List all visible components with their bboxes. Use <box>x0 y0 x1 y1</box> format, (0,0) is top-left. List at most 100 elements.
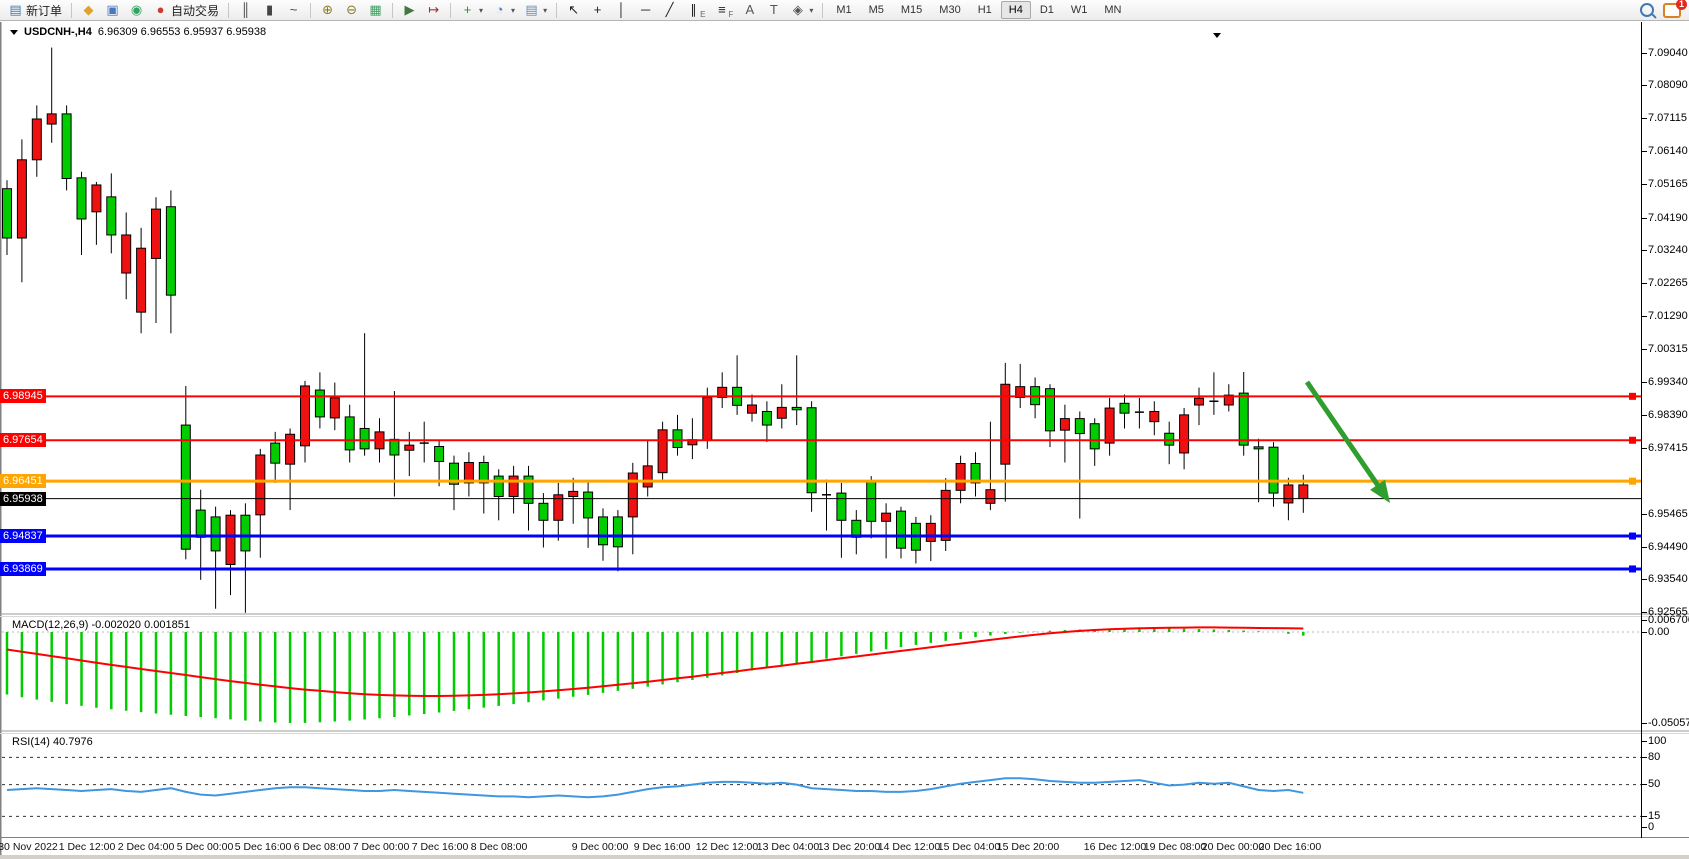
styles-button[interactable]: ◆ <box>77 1 100 19</box>
dropdown-caret-icon: ▾ <box>809 5 814 15</box>
toolbar-separator <box>392 2 394 18</box>
toolbar-separator <box>228 2 230 18</box>
shift-marker-icon[interactable] <box>1213 25 1221 43</box>
symbol-title: USDCNH-,H4 <box>24 26 92 38</box>
fibonacci-icon: ≡ <box>718 2 726 17</box>
macd-panel-title: MACD(12,26,9) -0.002020 0.001851 <box>12 619 190 632</box>
timeframe-m1[interactable]: M1 <box>836 4 852 16</box>
search-icon <box>1640 3 1654 17</box>
channel-icon: ∥ <box>690 2 697 17</box>
text-label-icon: T <box>769 2 778 17</box>
clock-icon: ◔ <box>495 2 504 17</box>
chart-shift-button[interactable]: ↦ <box>422 1 445 19</box>
horizontal-line-button[interactable]: ─ <box>634 1 657 19</box>
indicators-icon: + <box>463 2 472 17</box>
toolbar-separator <box>310 2 312 18</box>
collapse-chart-icon[interactable] <box>10 29 18 35</box>
support-line-1[interactable] <box>2 532 1641 540</box>
zoom-out-button[interactable]: ⊖ <box>340 1 363 19</box>
bar-chart-button[interactable]: ║ <box>234 1 257 19</box>
rsi-panel-title: RSI(14) 40.7976 <box>12 736 93 749</box>
bar-chart-icon: ║ <box>240 2 251 17</box>
timeframe-m30[interactable]: M30 <box>939 4 961 16</box>
periods-button[interactable]: ◔ ▾ <box>488 1 519 19</box>
dropdown-caret-icon: ▾ <box>543 5 548 15</box>
indicators-button[interactable]: + ▾ <box>456 1 487 19</box>
line-chart-button[interactable]: ~ <box>282 1 305 19</box>
new-order-button-label: 新订单 <box>26 3 63 18</box>
icon-modifier-letter: E <box>700 10 706 19</box>
sonar-icon: ◉ <box>130 2 143 17</box>
vertical-line-button[interactable]: │ <box>610 1 633 19</box>
notifications-button[interactable]: 1 <box>1659 0 1687 19</box>
templates-button[interactable]: ▤ ▾ <box>520 1 551 19</box>
fibonacci-button[interactable]: ≡ F <box>710 1 737 19</box>
dropdown-caret-icon: ▾ <box>479 5 484 15</box>
text-label-button[interactable]: T <box>762 1 785 19</box>
pivot-line[interactable] <box>2 477 1641 485</box>
horizontal-line-icon: ─ <box>640 2 651 17</box>
text-icon: A <box>745 2 755 17</box>
new-order-icon: ▤ <box>9 2 22 17</box>
toolbar-separator <box>450 2 452 18</box>
cursor-button[interactable]: ↖ <box>562 1 585 19</box>
crosshair-button[interactable]: + <box>586 1 609 19</box>
autotrade-button[interactable]: ● 自动交易 <box>149 1 223 19</box>
rsi-indicator-name: RSI(14) <box>12 736 50 748</box>
candlesticks <box>2 47 1309 613</box>
line-chart-icon: ~ <box>289 2 298 17</box>
timeframe-h1[interactable]: H1 <box>977 4 992 16</box>
profiles-button[interactable]: ▣ <box>101 1 124 19</box>
timeframe-m15[interactable]: M15 <box>900 4 923 16</box>
trendline-icon: ╱ <box>665 2 674 17</box>
timeframe-h4[interactable]: H4 <box>1000 1 1031 19</box>
zoom-in-icon: ⊕ <box>322 2 333 17</box>
resistance-line-2[interactable] <box>2 436 1641 444</box>
timeframe-d1[interactable]: D1 <box>1039 4 1054 16</box>
chat-icon: 1 <box>1663 0 1687 18</box>
signals-button[interactable]: ◉ <box>125 1 148 19</box>
timeframe-w1[interactable]: W1 <box>1070 4 1088 16</box>
text-button[interactable]: A <box>738 1 761 19</box>
resistance-line-1[interactable] <box>2 392 1641 400</box>
zoom-in-button[interactable]: ⊕ <box>316 1 339 19</box>
equidistant-channel-button[interactable]: ∥ E <box>682 1 709 19</box>
vertical-line-icon: │ <box>617 2 626 17</box>
profile-icon: ▣ <box>106 2 119 17</box>
rsi-indicator-value: 40.7976 <box>52 736 93 748</box>
auto-scroll-icon: ▶ <box>404 2 415 17</box>
toolbar-separator <box>71 2 73 18</box>
tile-windows-icon: ▦ <box>369 2 382 17</box>
shapes-icon: ◈ <box>792 2 803 17</box>
trendline-button[interactable]: ╱ <box>658 1 681 19</box>
main-toolbar: ▤ 新订单 ◆ ▣ ◉ ● 自动交易 ║ ▮ ~ ⊕ ⊖ ▦ ▶ ↦ + ▾ ◔ ▾ ▤ ▾ ↖ + │ ─ ╱ ∥ E ≡ F A T ◈ ▾ M… <box>0 0 1689 21</box>
timeframe-m5[interactable]: M5 <box>868 4 884 16</box>
zoom-out-icon: ⊖ <box>346 2 357 17</box>
macd-indicator-values: -0.002020 0.001851 <box>91 619 190 631</box>
auto-scroll-button[interactable]: ▶ <box>398 1 421 19</box>
paint-icon: ◆ <box>83 2 94 17</box>
cursor-icon: ↖ <box>568 2 580 17</box>
macd-signal-line <box>6 626 1304 697</box>
toolbar-separator <box>556 2 558 18</box>
autotrade-icon: ● <box>156 2 165 17</box>
candlestick-button[interactable]: ▮ <box>258 1 281 19</box>
rsi-line <box>6 777 1304 799</box>
chart-template-icon: ▤ <box>525 2 538 17</box>
candlestick-icon: ▮ <box>265 2 274 17</box>
tile-windows-button[interactable]: ▦ <box>364 1 387 19</box>
new-order-button[interactable]: ▤ 新订单 <box>4 1 66 19</box>
chart-header: USDCNH-,H4 6.96309 6.96553 6.95937 6.959… <box>10 26 266 38</box>
trend-arrow-annotation[interactable] <box>1304 380 1390 503</box>
arrows-button[interactable]: ◈ ▾ <box>786 1 817 19</box>
toolbar-separator <box>822 2 824 18</box>
icon-modifier-letter: F <box>728 10 734 19</box>
crosshair-icon: + <box>593 2 602 17</box>
search-button[interactable] <box>1636 1 1658 19</box>
chart-shift-icon: ↦ <box>428 2 439 17</box>
timeframe-mn[interactable]: MN <box>1104 4 1122 16</box>
autotrade-button-label: 自动交易 <box>171 3 220 18</box>
support-line-2[interactable] <box>2 565 1641 573</box>
